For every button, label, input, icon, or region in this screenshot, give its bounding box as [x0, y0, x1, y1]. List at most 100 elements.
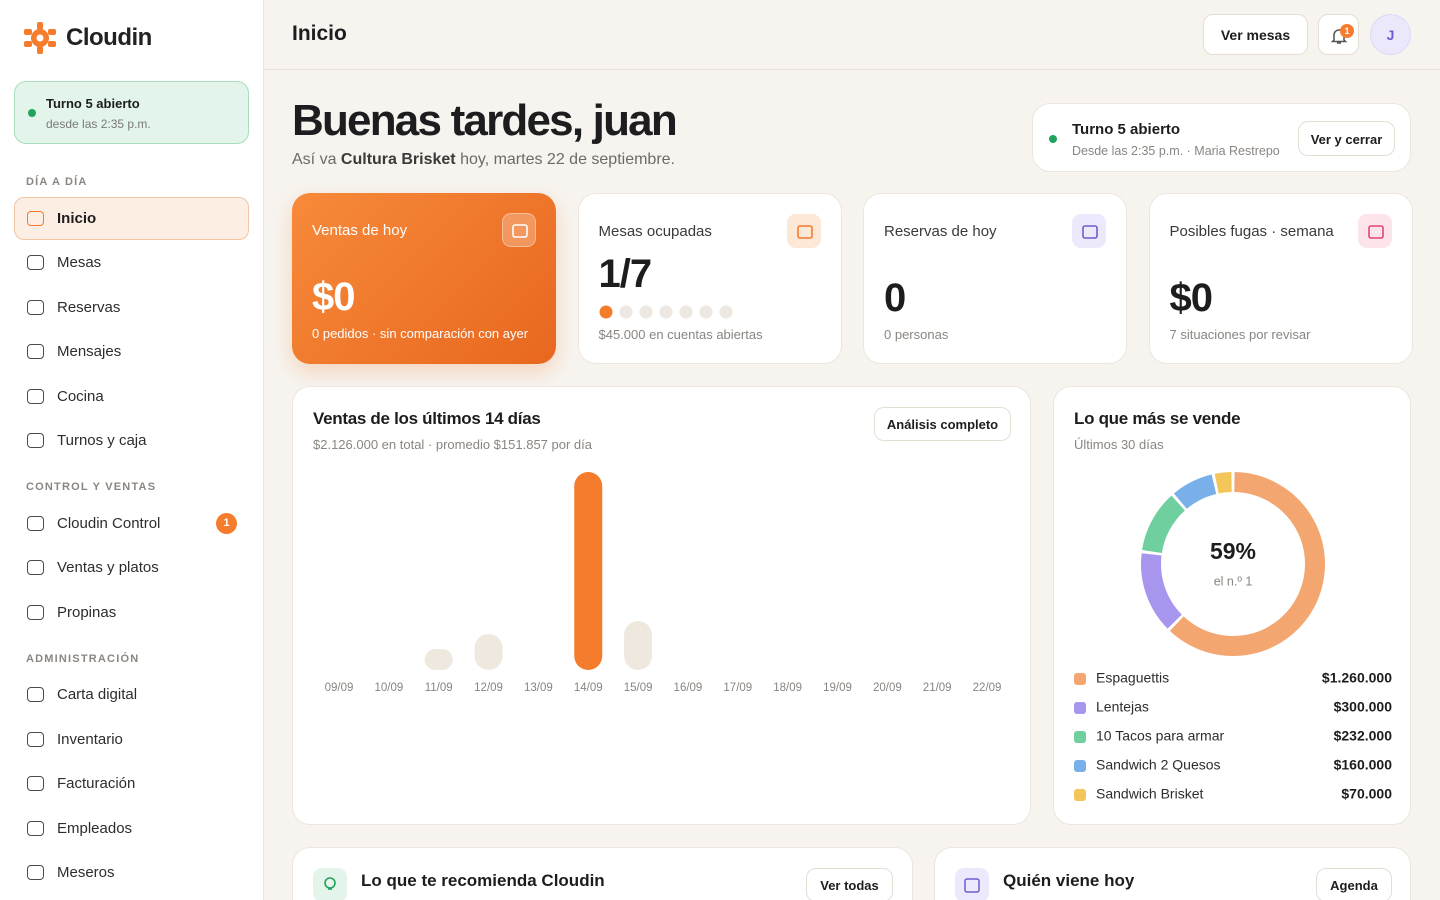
nav-label: Empleados	[57, 819, 133, 837]
stat-note: $45.000 en cuentas abiertas	[598, 327, 763, 342]
icon	[955, 868, 989, 900]
nav-item[interactable]: Turnos y caja	[0, 419, 264, 464]
nav-item-bg	[14, 375, 249, 418]
center-label: el n.º 1	[1214, 574, 1253, 588]
legend-swatch	[1074, 702, 1086, 714]
sales-card: Ventas de los últimos 14 días $2.126.000…	[292, 386, 1031, 825]
nav-item[interactable]: Ventas y platos	[0, 546, 264, 591]
donut-slice	[1173, 474, 1217, 510]
bar	[424, 648, 453, 670]
shift-since: desde las 2:35 p.m.	[46, 117, 151, 131]
stat-icon	[502, 213, 536, 247]
icon-glyph	[1082, 225, 1098, 239]
nav-label: Reservas	[57, 298, 121, 316]
nav-label: Turnos y caja	[57, 432, 147, 450]
logo-text: Cloudin	[66, 24, 152, 51]
nav-item-bg	[14, 591, 249, 634]
x-tick-label: 12/09	[474, 682, 503, 694]
nav-label: Propinas	[57, 603, 117, 621]
nav-label: Facturación	[57, 775, 136, 793]
nav-section-title: DÍA A DÍA	[26, 176, 88, 188]
donut-chart: Espaguettis $1.260.000 Lentejas $300.000 10 …	[1074, 472, 1393, 802]
x-tick-label: 22/09	[973, 682, 1002, 694]
x-tick-label: 18/09	[773, 682, 802, 694]
chart-title: Ventas de los últimos 14 días	[313, 409, 541, 428]
shift-card: Turno 5 abierto Desde las 2:35 p.m. · Ma…	[1032, 103, 1411, 172]
donut-slice	[1214, 472, 1232, 494]
stat-icon	[1357, 214, 1392, 248]
x-tick-label: 14/09	[574, 682, 603, 694]
view-all-button[interactable]: Ver todas	[806, 868, 893, 900]
notification-badge: 1	[1340, 24, 1354, 38]
agenda-button[interactable]: Agenda	[1316, 868, 1392, 900]
stat-note: 0 personas	[884, 327, 949, 342]
nav-item[interactable]: Inicio	[0, 196, 264, 241]
donut-slice	[1142, 495, 1186, 554]
shift-detail: Desde las 2:35 p.m. · Maria Restrepo	[1072, 144, 1280, 158]
occupancy-dot	[699, 305, 712, 319]
icon-shape	[512, 224, 528, 238]
nav-icon	[27, 433, 44, 449]
stat-value: 0	[884, 276, 906, 320]
stat-card: Ventas de hoy $0 0 pedidos · sin comparaci…	[292, 193, 556, 364]
x-tick-label: 13/09	[524, 682, 553, 694]
bar	[574, 472, 603, 670]
stat-card: Mesas ocupadas 1/7 $45.000 en cuentas abie…	[577, 193, 842, 364]
nav-icon	[27, 255, 44, 271]
x-tick-label: 15/09	[624, 682, 653, 694]
analysis-button[interactable]: Análisis completo	[874, 407, 1011, 441]
logo: Cloudin	[22, 20, 152, 56]
avatar[interactable]: J	[1370, 14, 1411, 55]
nav-item[interactable]: Reservas	[0, 285, 264, 330]
nav-label: Cocina	[57, 387, 104, 405]
notifications-button[interactable]: 1	[1318, 14, 1359, 55]
nav-icon	[27, 731, 44, 747]
legend-swatch	[1074, 673, 1086, 685]
icon-glyph	[796, 225, 813, 239]
x-tick-label: 21/09	[923, 682, 952, 694]
logo-icon	[24, 22, 56, 54]
nav-item[interactable]: Facturación	[0, 762, 264, 807]
greeting-title: Buenas tardes, juan	[292, 96, 678, 145]
nav-icon	[27, 776, 44, 792]
view-tables-button[interactable]: Ver mesas	[1203, 14, 1308, 55]
nav-item[interactable]: Empleados	[0, 806, 264, 851]
nav-item[interactable]: Cloudin Control 1	[0, 501, 264, 546]
nav-label: Meseros	[57, 864, 115, 882]
nav-icon	[27, 560, 44, 576]
nav-item-bg	[14, 286, 249, 329]
nav-item[interactable]: Cocina	[0, 374, 264, 419]
icon-glyph	[1367, 225, 1384, 239]
nav-item[interactable]: Meseros	[0, 851, 264, 896]
nav-item[interactable]: Mesas	[0, 241, 264, 286]
occupancy-dot	[599, 305, 612, 319]
nav-item[interactable]: Mensajes	[0, 330, 264, 375]
legend-label: 10 Tacos para armar	[1096, 728, 1224, 744]
shift-title: Turno 5 abierto	[46, 96, 140, 111]
shift-title: Turno 5 abierto	[1072, 121, 1181, 138]
stat-icon	[1072, 214, 1106, 248]
nav-item[interactable]: Propinas	[0, 590, 264, 635]
close-shift-button[interactable]: Ver y cerrar	[1298, 121, 1395, 156]
x-tick-label: 09/09	[325, 682, 354, 694]
legend-swatch	[1074, 760, 1086, 772]
stat-value: $0	[1169, 276, 1213, 320]
nav-item[interactable]: Carta digital	[0, 673, 264, 718]
nav-label: Inventario	[57, 730, 123, 748]
nav-item[interactable]: Inventario	[0, 717, 264, 762]
bar-chart: 09/09 10/09 11/09 12/09 13/09 14/09 15/09 16/09…	[325, 472, 1002, 694]
chart-title: Lo que más se vende	[1074, 409, 1241, 428]
x-tick-label: 10/09	[374, 682, 403, 694]
nav-label: Inicio	[57, 209, 97, 227]
nav-section-title: CONTROL Y VENTAS	[26, 481, 157, 493]
shift-status[interactable]: Turno 5 abierto desde las 2:35 p.m.	[14, 81, 249, 144]
legend-value: $232.000	[1334, 728, 1393, 744]
legend-label: Espaguettis	[1096, 670, 1169, 686]
restaurant: Cultura Brisket	[340, 151, 456, 168]
icon	[313, 868, 347, 900]
date: hoy, martes 22 de septiembre.	[460, 151, 675, 168]
top-card: Lo que más se vende Últimos 30 días Espa…	[1053, 386, 1411, 825]
chart-subtitle: $2.126.000 en total · promedio $151.857 …	[313, 437, 592, 452]
